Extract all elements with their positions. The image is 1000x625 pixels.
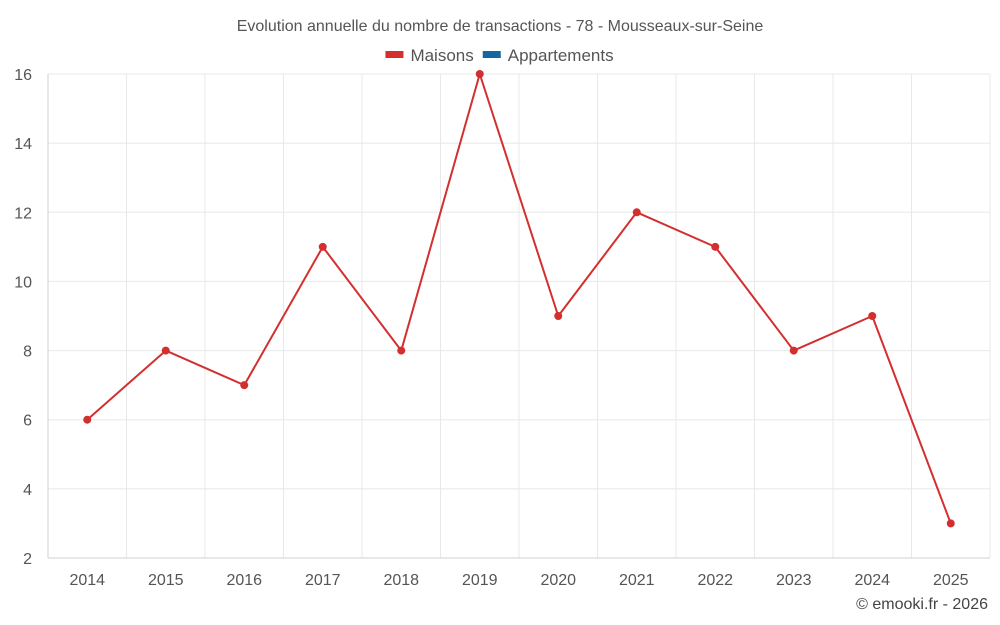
- legend-label-appartements: Appartements: [508, 46, 614, 65]
- x-tick-label: 2017: [305, 572, 341, 589]
- data-point: [946, 519, 955, 528]
- data-point: [632, 208, 641, 217]
- legend: Maisons Appartements: [385, 46, 614, 65]
- data-point: [161, 346, 170, 355]
- x-tick-label: 2016: [226, 572, 262, 589]
- x-tick-label: 2015: [148, 572, 184, 589]
- y-tick-label: 8: [23, 344, 32, 361]
- x-tick-label: 2024: [854, 572, 890, 589]
- x-tick-label: 2019: [462, 572, 498, 589]
- x-tick-label: 2020: [540, 572, 576, 589]
- series-line-maisons: [86, 73, 952, 524]
- x-tick-label: 2014: [69, 572, 105, 589]
- x-tick-label: 2023: [776, 572, 812, 589]
- y-tick-label: 4: [23, 482, 32, 499]
- data-point: [554, 312, 563, 320]
- x-tick-label: 2022: [697, 572, 733, 589]
- series-layer: [83, 70, 955, 528]
- horizontal-gridlines: [48, 73, 990, 490]
- y-tick-labels: 2 4 6 8 10 12 14 16: [14, 67, 32, 568]
- y-tick-label: 14: [14, 136, 32, 153]
- x-tick-label: 2018: [383, 572, 419, 589]
- x-tick-label: 2021: [619, 572, 655, 589]
- y-tick-label: 12: [14, 205, 32, 222]
- data-point: [475, 70, 484, 78]
- data-point: [240, 381, 249, 390]
- x-tick-label: 2025: [933, 572, 969, 589]
- data-point: [397, 346, 406, 355]
- y-tick-label: 6: [23, 413, 32, 430]
- chart-title: Evolution annuelle du nombre de transact…: [237, 18, 764, 35]
- data-point: [789, 346, 798, 355]
- x-tick-labels: 2014 2015 2016 2017 2018 2019 2020 2021 2022 2023…: [69, 572, 968, 589]
- data-point: [83, 415, 92, 424]
- legend-swatch-appartements: [482, 51, 501, 58]
- data-point: [318, 242, 327, 251]
- legend-swatch-maisons: [385, 51, 404, 58]
- data-point: [868, 312, 877, 320]
- y-tick-label: 16: [14, 67, 32, 84]
- vertical-gridlines: [126, 74, 991, 558]
- data-point: [711, 242, 720, 251]
- y-tick-label: 10: [14, 274, 32, 291]
- legend-label-maisons: Maisons: [410, 46, 473, 65]
- y-tick-label: 2: [23, 551, 32, 568]
- credit-text: © emooki.fr - 2026: [856, 596, 988, 613]
